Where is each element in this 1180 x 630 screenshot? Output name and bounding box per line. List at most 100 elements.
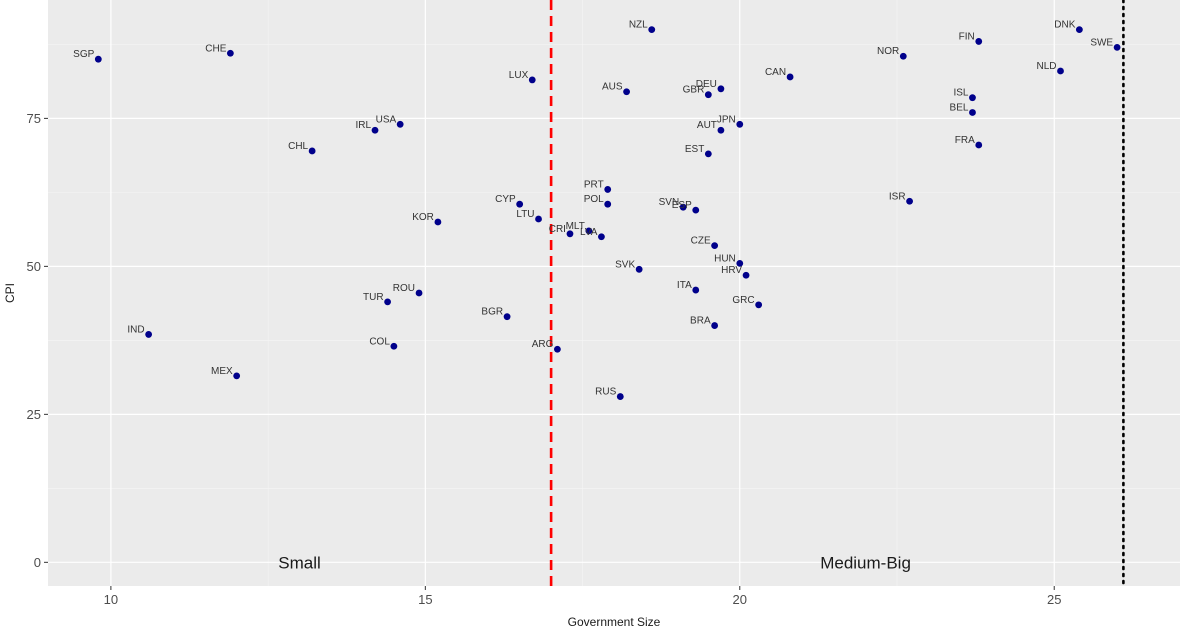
- point-label: HUN: [714, 253, 736, 264]
- data-point: [371, 126, 379, 134]
- data-point: [554, 345, 561, 353]
- point-label: DEU: [696, 79, 717, 90]
- data-point: [623, 88, 630, 96]
- x-tick-label: 20: [733, 592, 747, 607]
- point-label: AUT: [697, 120, 717, 131]
- x-tick-label: 10: [104, 592, 118, 607]
- point-label: PRT: [584, 179, 604, 190]
- point-label: CAN: [765, 67, 786, 78]
- y-axis-ticks: 0 25 50 75: [27, 111, 48, 570]
- data-points: SGP CHE IND MEX CHL IRL USA KOR TUR ROU COL BGR LUX C…: [73, 20, 1121, 400]
- data-point: [598, 233, 605, 241]
- point-label: MEX: [211, 366, 233, 377]
- data-point: [899, 52, 907, 60]
- data-point: [616, 393, 624, 400]
- data-point: [648, 26, 656, 33]
- data-point: [704, 150, 712, 158]
- point-label: FRA: [955, 135, 975, 146]
- y-axis-title: CPI: [3, 283, 17, 303]
- point-label: SVK: [615, 259, 635, 270]
- point-label: GRC: [732, 295, 754, 306]
- point-label: AUS: [602, 82, 623, 93]
- data-point: [704, 91, 712, 99]
- point-label: ARG: [532, 339, 554, 350]
- data-point: [975, 141, 983, 149]
- point-label: SVN: [659, 197, 680, 208]
- data-point: [711, 322, 719, 329]
- data-point: [604, 186, 612, 193]
- region-annotation: Small: [278, 553, 321, 572]
- data-point: [1057, 67, 1064, 75]
- point-label: HRV: [721, 265, 742, 276]
- point-label: IND: [127, 324, 144, 335]
- data-point: [969, 109, 976, 116]
- data-point: [308, 147, 316, 155]
- data-point: [1075, 26, 1083, 33]
- x-tick-label: 25: [1047, 592, 1061, 607]
- point-label: FIN: [959, 31, 975, 42]
- region-annotations: Small Medium-Big: [278, 553, 911, 572]
- point-label: NOR: [877, 46, 899, 57]
- y-tick-label: 25: [27, 407, 41, 422]
- data-point: [384, 298, 391, 306]
- y-tick-label: 75: [27, 111, 41, 126]
- data-point: [145, 331, 153, 338]
- data-point: [396, 120, 404, 128]
- data-point: [736, 260, 744, 267]
- point-label: IRL: [355, 120, 371, 131]
- data-point: [566, 230, 574, 238]
- point-label: NZL: [629, 20, 648, 31]
- point-label: BEL: [950, 102, 969, 113]
- point-label: POL: [584, 194, 604, 205]
- point-label: ROU: [393, 283, 415, 294]
- data-point: [717, 126, 725, 134]
- point-label: LVA: [580, 227, 598, 238]
- data-point: [786, 73, 794, 81]
- data-point: [585, 227, 593, 235]
- y-tick-label: 50: [27, 259, 41, 274]
- data-point: [94, 55, 102, 63]
- x-axis-ticks: 10 15 20 25: [104, 586, 1061, 607]
- point-label: SGP: [73, 49, 94, 60]
- data-point: [679, 203, 687, 211]
- point-label: TUR: [363, 292, 384, 303]
- point-label: CHE: [205, 43, 226, 54]
- data-point: [1113, 43, 1121, 51]
- point-label: KOR: [412, 212, 434, 223]
- point-label: ITA: [677, 280, 692, 291]
- data-point: [692, 286, 700, 294]
- data-point: [604, 200, 612, 208]
- data-point: [233, 372, 241, 380]
- region-annotation: Medium-Big: [820, 553, 911, 572]
- data-point: [535, 215, 542, 223]
- data-point: [692, 206, 700, 214]
- data-point: [226, 49, 234, 57]
- reference-lines: [549, 0, 1125, 588]
- data-point: [711, 242, 719, 250]
- grid: [48, 0, 1180, 586]
- point-label: EST: [685, 144, 704, 155]
- data-point: [516, 200, 524, 208]
- data-point: [390, 342, 398, 350]
- point-label: GBR: [683, 85, 705, 96]
- data-point: [906, 197, 913, 205]
- point-label: ISL: [953, 88, 968, 99]
- data-point: [736, 120, 744, 128]
- data-point: [969, 94, 976, 102]
- point-label: BGR: [481, 307, 503, 318]
- point-label: CRI: [549, 224, 566, 235]
- data-point: [717, 85, 725, 93]
- y-tick-label: 0: [34, 555, 41, 570]
- point-label: JPN: [717, 114, 736, 125]
- point-label: COL: [369, 336, 390, 347]
- data-point: [742, 271, 750, 279]
- data-point: [434, 218, 442, 226]
- point-label: CYP: [495, 194, 516, 205]
- point-label: USA: [376, 114, 397, 125]
- data-point: [975, 38, 983, 45]
- point-label: NLD: [1036, 61, 1056, 72]
- data-point: [755, 301, 763, 309]
- data-point: [528, 76, 536, 84]
- point-label: ESP: [672, 200, 692, 211]
